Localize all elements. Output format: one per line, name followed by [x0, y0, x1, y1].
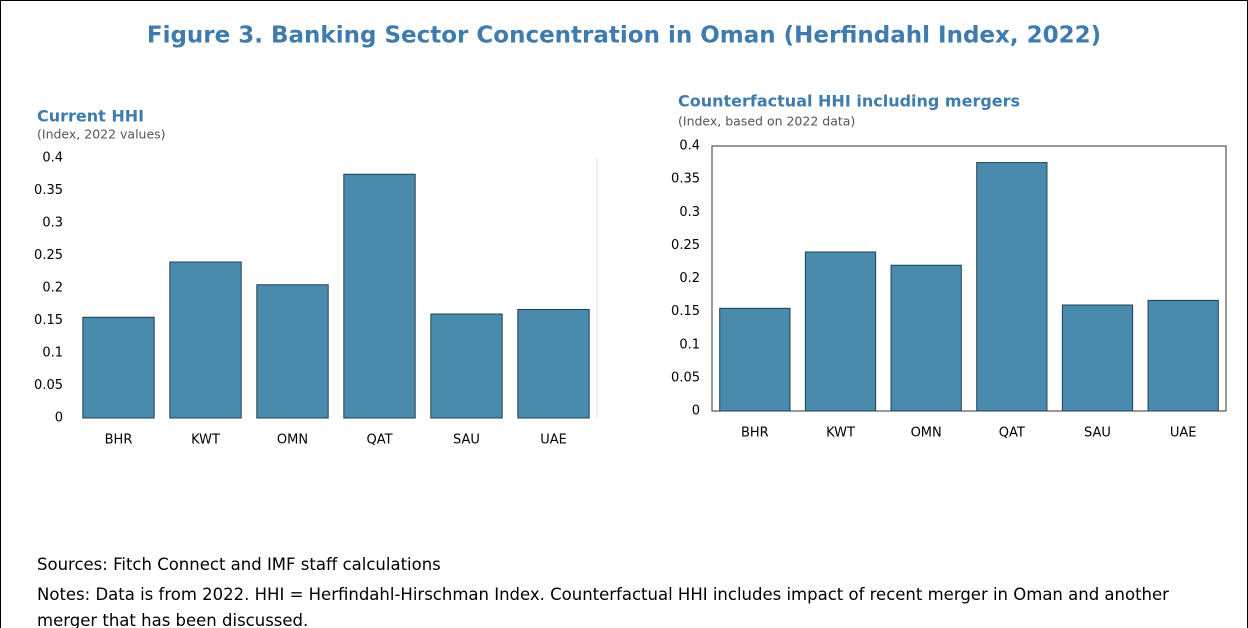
- y-tick-label: 0.35: [671, 172, 700, 187]
- x-tick-label: UAE: [540, 433, 567, 448]
- y-tick-label: 0.25: [671, 238, 700, 253]
- x-tick-label: KWT: [826, 426, 855, 441]
- notes: Notes: Data is from 2022. HHI = Herfinda…: [37, 585, 1169, 628]
- x-tick-label: QAT: [999, 426, 1025, 441]
- x-tick-label: OMN: [911, 426, 942, 441]
- chart-title: Current HHI: [37, 107, 144, 126]
- x-tick-label: KWT: [191, 433, 220, 448]
- sources: Sources: Fitch Connect and IMF staff cal…: [37, 555, 441, 574]
- y-tick-label: 0.1: [679, 337, 700, 352]
- bar: [256, 284, 329, 419]
- y-tick-label: 0.4: [679, 139, 700, 154]
- bar: [430, 313, 503, 419]
- y-tick-label: 0.25: [34, 248, 63, 263]
- x-tick-label: BHR: [105, 433, 133, 448]
- chart-subtitle: (Index, 2022 values): [37, 127, 166, 142]
- x-tick-label: SAU: [1084, 426, 1111, 441]
- x-tick-label: UAE: [1170, 426, 1197, 441]
- bar: [1147, 299, 1219, 412]
- y-tick-label: 0: [55, 411, 63, 426]
- bar: [976, 162, 1048, 412]
- y-tick-label: 0.35: [34, 183, 63, 198]
- y-tick-label: 0.15: [34, 313, 63, 328]
- x-tick-label: OMN: [277, 433, 308, 448]
- y-tick-label: 0.3: [679, 205, 700, 220]
- bar: [169, 261, 242, 419]
- x-tick-label: SAU: [453, 433, 480, 448]
- bar: [890, 264, 962, 412]
- bar: [517, 308, 590, 419]
- y-tick-label: 0.15: [671, 304, 700, 319]
- chart-title: Counterfactual HHI including mergers: [678, 92, 1020, 111]
- y-tick-label: 0: [692, 404, 700, 419]
- x-tick-label: BHR: [741, 426, 769, 441]
- bar: [82, 316, 155, 419]
- figure-title: Figure 3. Banking Sector Concentration i…: [147, 23, 1101, 49]
- y-tick-label: 0.2: [679, 271, 700, 286]
- bar: [1061, 304, 1134, 412]
- y-tick-label: 0.1: [42, 346, 63, 361]
- y-tick-label: 0.05: [671, 370, 700, 385]
- y-tick-label: 0.3: [42, 216, 63, 231]
- y-tick-label: 0.05: [34, 378, 63, 393]
- y-tick-label: 0.4: [42, 151, 63, 166]
- x-tick-label: QAT: [366, 433, 392, 448]
- y-tick-label: 0.2: [42, 281, 63, 296]
- plot-frame: [711, 145, 1227, 412]
- chart-subtitle: (Index, based on 2022 data): [678, 114, 855, 129]
- bar: [343, 173, 416, 419]
- bar: [719, 307, 791, 412]
- bar: [804, 251, 877, 412]
